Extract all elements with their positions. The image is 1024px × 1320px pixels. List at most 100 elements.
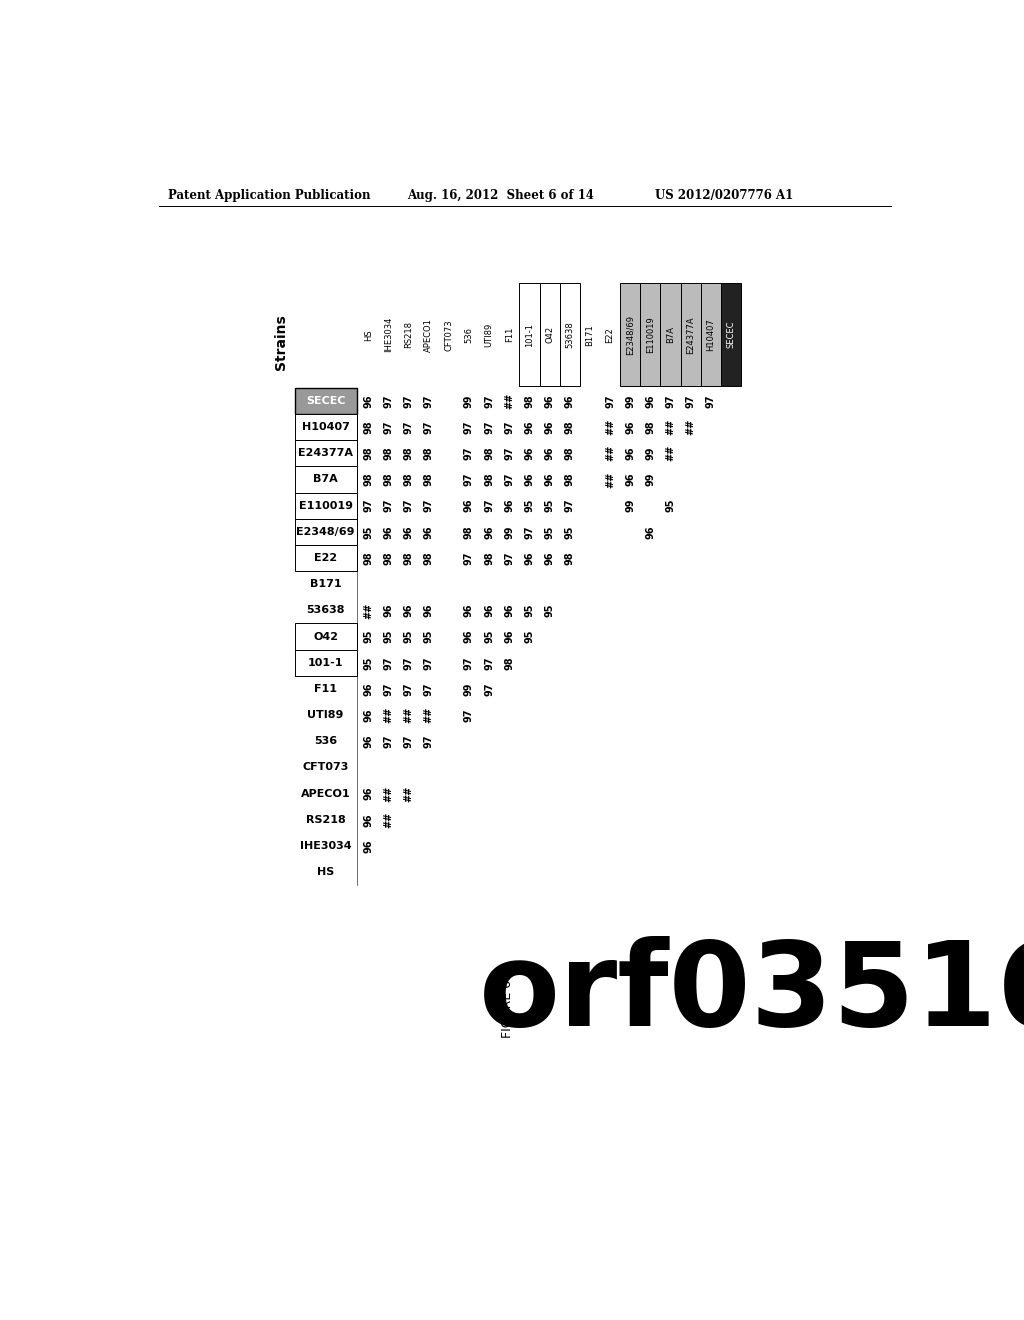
Text: O42: O42 [313, 631, 338, 642]
Text: 96: 96 [424, 525, 434, 539]
Text: 98: 98 [645, 420, 655, 434]
Text: 98: 98 [364, 473, 374, 486]
Text: 97: 97 [403, 499, 414, 512]
Text: 96: 96 [626, 420, 635, 434]
Text: 96: 96 [504, 630, 514, 643]
Bar [295, 519, 356, 545]
Text: 97: 97 [504, 446, 514, 461]
Text: 97: 97 [605, 395, 615, 408]
Text: 98: 98 [464, 525, 474, 539]
Text: 95: 95 [545, 603, 555, 618]
Text: Patent Application Publication: Patent Application Publication [168, 189, 371, 202]
Text: HS: HS [317, 867, 334, 878]
Text: 96: 96 [364, 395, 374, 408]
Bar [660, 284, 681, 387]
Text: 101-1: 101-1 [308, 657, 343, 668]
Text: UTI89: UTI89 [307, 710, 344, 721]
Text: 96: 96 [403, 603, 414, 618]
Text: 96: 96 [524, 552, 535, 565]
Text: 95: 95 [545, 525, 555, 539]
Text: 97: 97 [464, 709, 474, 722]
Text: 97: 97 [484, 682, 495, 696]
Text: 96: 96 [626, 446, 635, 461]
Bar [540, 284, 560, 387]
Text: SECEC: SECEC [726, 321, 735, 348]
Text: 97: 97 [424, 395, 434, 408]
Text: 97: 97 [424, 682, 434, 696]
Text: ##: ## [605, 418, 615, 436]
Text: O42: O42 [545, 326, 554, 343]
Text: E2348/69: E2348/69 [626, 314, 635, 355]
Text: 95: 95 [545, 499, 555, 512]
Text: 97: 97 [403, 395, 414, 408]
Text: 97: 97 [364, 499, 374, 512]
Text: 97: 97 [424, 420, 434, 434]
Text: 98: 98 [383, 473, 393, 486]
Text: 97: 97 [464, 420, 474, 434]
Text: 96: 96 [383, 525, 393, 539]
Text: 97: 97 [484, 499, 495, 512]
Text: B7A: B7A [313, 474, 338, 484]
Text: 95: 95 [364, 656, 374, 669]
Text: 96: 96 [464, 499, 474, 512]
Text: ##: ## [605, 471, 615, 487]
Text: 96: 96 [524, 420, 535, 434]
Text: orf03516: orf03516 [478, 936, 1024, 1051]
Text: 98: 98 [424, 473, 434, 486]
Text: E24377A: E24377A [686, 315, 695, 354]
Text: ##: ## [686, 418, 695, 436]
Text: ##: ## [383, 785, 393, 801]
Text: 96: 96 [484, 603, 495, 618]
Text: 97: 97 [686, 395, 695, 408]
Text: CFT073: CFT073 [302, 763, 349, 772]
Text: 96: 96 [545, 395, 555, 408]
Bar [295, 388, 356, 414]
Text: 98: 98 [403, 446, 414, 461]
Text: 97: 97 [484, 656, 495, 669]
Text: 96: 96 [545, 446, 555, 461]
Text: 98: 98 [383, 552, 393, 565]
Text: 96: 96 [504, 499, 514, 512]
Text: B7A: B7A [666, 326, 675, 343]
Text: 98: 98 [424, 552, 434, 565]
Text: 96: 96 [645, 395, 655, 408]
Text: 97: 97 [383, 656, 393, 669]
Text: ##: ## [666, 418, 676, 436]
Bar [295, 545, 356, 572]
Text: 95: 95 [403, 630, 414, 643]
Text: F11: F11 [314, 684, 337, 694]
Bar [640, 284, 660, 387]
Text: CFT073: CFT073 [444, 319, 454, 351]
Text: 99: 99 [464, 395, 474, 408]
Text: 98: 98 [484, 446, 495, 461]
Text: 96: 96 [524, 446, 535, 461]
Text: 98: 98 [364, 446, 374, 461]
Text: 95: 95 [364, 630, 374, 643]
Text: ##: ## [364, 602, 374, 619]
Text: SECEC: SECEC [306, 396, 345, 407]
Text: 98: 98 [364, 552, 374, 565]
Text: H10407: H10407 [302, 422, 349, 432]
Text: 99: 99 [626, 499, 635, 512]
Text: 95: 95 [424, 630, 434, 643]
Text: 96: 96 [364, 787, 374, 800]
Text: 98: 98 [403, 473, 414, 486]
Text: 96: 96 [364, 682, 374, 696]
Bar [295, 441, 356, 466]
Text: 97: 97 [484, 420, 495, 434]
Text: 95: 95 [524, 630, 535, 643]
Text: 98: 98 [565, 420, 574, 434]
Text: E22: E22 [314, 553, 337, 564]
Text: 97: 97 [424, 656, 434, 669]
Text: 99: 99 [464, 682, 474, 696]
Text: ##: ## [424, 708, 434, 723]
Text: 96: 96 [424, 603, 434, 618]
Text: HS: HS [364, 329, 373, 341]
Text: 97: 97 [383, 734, 393, 748]
Text: 97: 97 [464, 656, 474, 669]
Text: 98: 98 [484, 552, 495, 565]
Text: 98: 98 [565, 552, 574, 565]
Bar [560, 284, 580, 387]
Text: 97: 97 [524, 525, 535, 539]
Text: H10407: H10407 [707, 318, 716, 351]
